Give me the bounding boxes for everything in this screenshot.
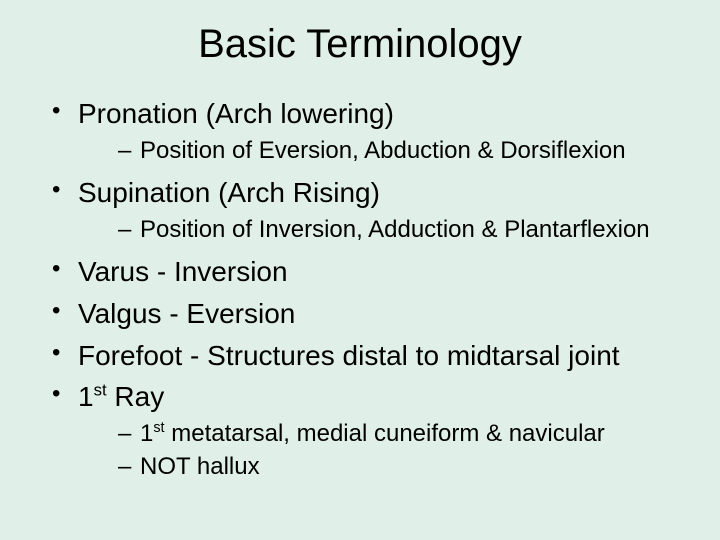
- bullet-item: Varus - Inversion: [52, 253, 710, 291]
- sub-bullet-item: NOT hallux: [118, 451, 710, 482]
- sub-bullet-list: 1st metatarsal, medial cuneiform & navic…: [78, 418, 710, 482]
- ordinal-suffix: st: [153, 420, 164, 436]
- bullet-item: 1st Ray 1st metatarsal, medial cuneiform…: [52, 378, 710, 482]
- bullet-rest: Ray: [107, 381, 165, 412]
- bullet-item: Forefoot - Structures distal to midtarsa…: [52, 337, 710, 375]
- slide-title: Basic Terminology: [10, 22, 710, 67]
- sub-bullet-list: Position of Inversion, Adduction & Plant…: [78, 214, 710, 245]
- sub-bullet-item: Position of Inversion, Adduction & Plant…: [118, 214, 710, 245]
- bullet-text: 1st Ray: [78, 381, 164, 412]
- bullet-rest: metatarsal, medial cuneiform & navicular: [165, 420, 605, 447]
- ordinal-number: 1: [78, 381, 94, 412]
- bullet-item: Pronation (Arch lowering) Position of Ev…: [52, 95, 710, 166]
- sub-bullet-item: Position of Eversion, Abduction & Dorsif…: [118, 135, 710, 166]
- ordinal-number: 1: [140, 420, 153, 447]
- bullet-text: Pronation (Arch lowering): [78, 98, 394, 129]
- bullet-item: Valgus - Eversion: [52, 295, 710, 333]
- bullet-list: Pronation (Arch lowering) Position of Ev…: [10, 95, 710, 483]
- sub-bullet-list: Position of Eversion, Abduction & Dorsif…: [78, 135, 710, 166]
- slide: Basic Terminology Pronation (Arch loweri…: [0, 0, 720, 540]
- bullet-text: Supination (Arch Rising): [78, 177, 380, 208]
- ordinal-suffix: st: [94, 381, 107, 400]
- sub-bullet-item: 1st metatarsal, medial cuneiform & navic…: [118, 418, 710, 449]
- bullet-item: Supination (Arch Rising) Position of Inv…: [52, 174, 710, 245]
